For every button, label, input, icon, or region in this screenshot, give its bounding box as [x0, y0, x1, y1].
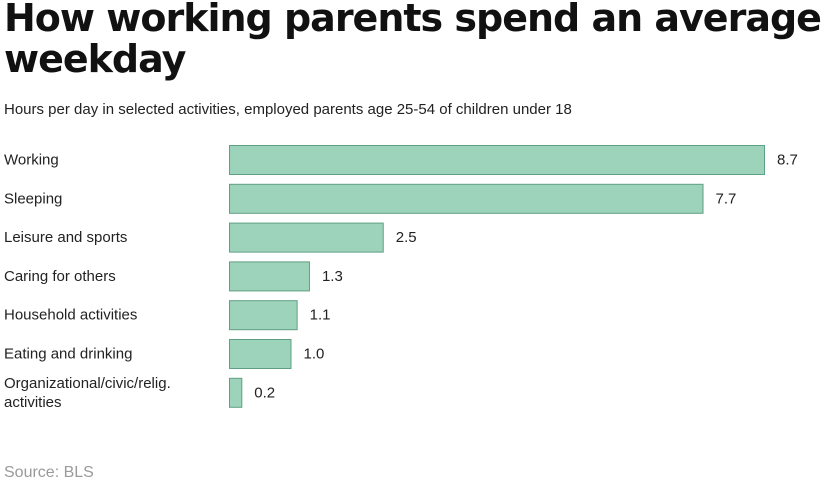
- value-label-2: 2.5: [396, 229, 417, 246]
- category-label-1-line-0: Sleeping: [4, 190, 62, 207]
- value-label-1: 7.7: [716, 190, 737, 207]
- chart-subtitle: Hours per day in selected activities, em…: [4, 101, 572, 118]
- category-label-6: Organizational/civic/relig. activities: [4, 375, 171, 411]
- category-label-0-line-0: Working: [4, 152, 59, 169]
- category-label-6-line-0: Organizational/civic/relig.: [4, 375, 171, 392]
- category-label-5: Eating and drinking: [4, 346, 132, 363]
- category-label-0: Working: [4, 152, 59, 169]
- bars: 8.7 Working 7.7 Sleeping 2.5 Leisure and spor…: [4, 145, 798, 411]
- bar-chart: 8.7 Working 7.7 Sleeping 2.5 Leisure and spor…: [4, 145, 798, 411]
- category-label-6-line-1: activities: [4, 394, 62, 411]
- bar-2: [229, 222, 384, 253]
- bar-6: [229, 377, 243, 408]
- category-label-3: Caring for others: [4, 268, 116, 285]
- category-label-2-line-0: Leisure and sports: [4, 229, 127, 246]
- category-label-5-line-0: Eating and drinking: [4, 346, 132, 363]
- bar-5: [229, 339, 292, 369]
- category-label-2: Leisure and sports: [4, 229, 127, 246]
- value-label-5: 1.0: [303, 346, 324, 363]
- value-label-6: 0.2: [254, 384, 275, 401]
- value-label-4: 1.1: [310, 307, 331, 324]
- bar-1: [229, 183, 704, 214]
- bar-4: [229, 300, 298, 331]
- category-label-1: Sleeping: [4, 190, 62, 207]
- source-note: Source: BLS: [4, 464, 94, 481]
- value-label-3: 1.3: [322, 268, 343, 285]
- bar-3: [229, 261, 310, 292]
- category-label-3-line-0: Caring for others: [4, 268, 116, 285]
- value-label-0: 8.7: [777, 152, 798, 169]
- category-label-4-line-0: Household activities: [4, 307, 137, 324]
- category-label-4: Household activities: [4, 307, 137, 324]
- chart-title: How working parents spend an average wee…: [4, 0, 822, 81]
- bar-0: [229, 145, 765, 175]
